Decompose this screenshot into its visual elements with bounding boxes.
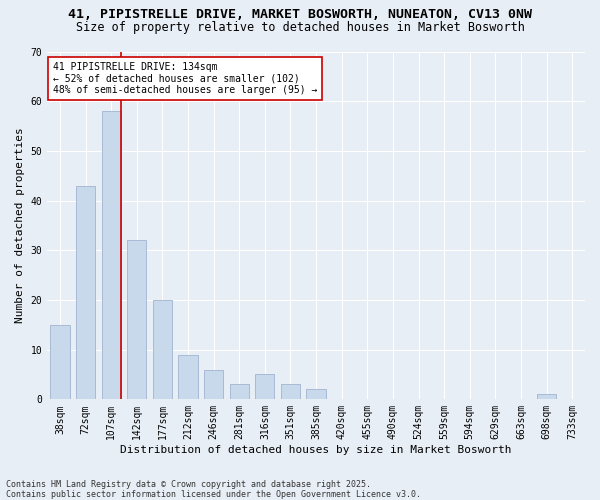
Bar (76, 186, 95, 400)
Bar (50, 325, 70, 400)
Bar (307, 390, 326, 400)
Bar (127, 240, 146, 400)
Bar (281, 384, 300, 400)
Bar (230, 384, 249, 400)
Bar (255, 374, 274, 400)
Text: 41, PIPISTRELLE DRIVE, MARKET BOSWORTH, NUNEATON, CV13 0NW: 41, PIPISTRELLE DRIVE, MARKET BOSWORTH, … (68, 8, 532, 20)
Bar (178, 354, 197, 400)
Text: Size of property relative to detached houses in Market Bosworth: Size of property relative to detached ho… (76, 21, 524, 34)
X-axis label: Distribution of detached houses by size in Market Bosworth: Distribution of detached houses by size … (121, 445, 512, 455)
Bar (153, 300, 172, 400)
Bar (204, 370, 223, 400)
Text: 41 PIPISTRELLE DRIVE: 134sqm
← 52% of detached houses are smaller (102)
48% of s: 41 PIPISTRELLE DRIVE: 134sqm ← 52% of de… (53, 62, 317, 95)
Bar (537, 394, 556, 400)
Bar (101, 111, 121, 400)
Y-axis label: Number of detached properties: Number of detached properties (15, 128, 25, 324)
Text: Contains HM Land Registry data © Crown copyright and database right 2025.
Contai: Contains HM Land Registry data © Crown c… (6, 480, 421, 499)
